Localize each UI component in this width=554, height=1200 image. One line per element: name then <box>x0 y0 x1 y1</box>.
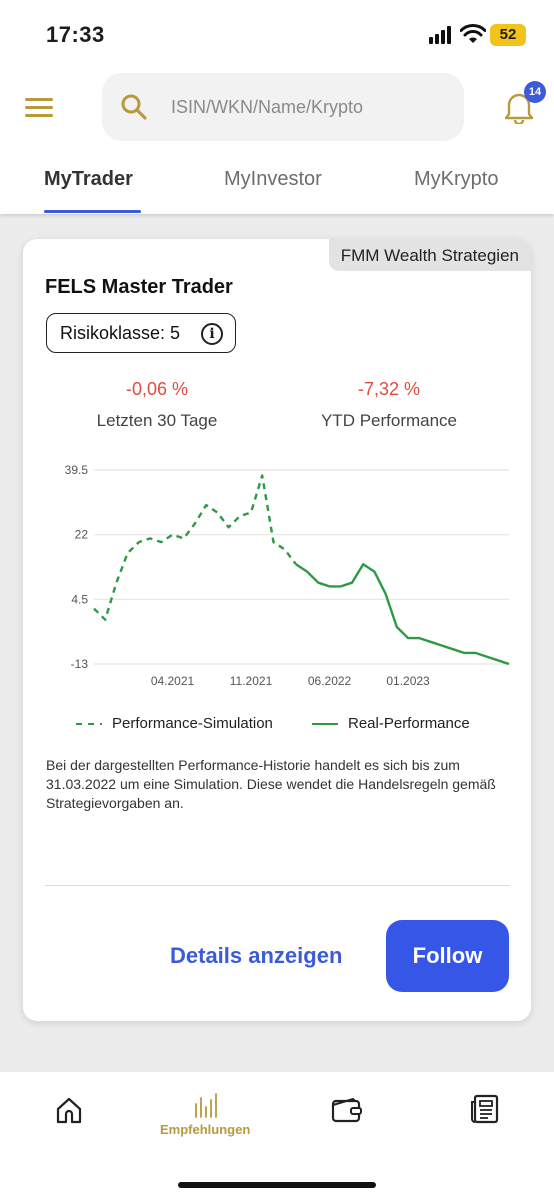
kpi-30-days-label: Letzten 30 Tage <box>96 411 218 430</box>
series-line-real <box>295 562 510 666</box>
cellular-signal-icon <box>429 26 455 44</box>
legend-simulation: Performance-Simulation <box>76 715 273 732</box>
y-tick-label: -13 <box>71 657 89 671</box>
search-bar[interactable]: ISIN/WKN/Name/Krypto <box>102 73 464 141</box>
bottom-navigation: Empfehlungen <box>0 1072 554 1200</box>
provider-badge: FMM Wealth Strategien <box>328 239 531 271</box>
search-input[interactable]: ISIN/WKN/Name/Krypto <box>171 97 364 117</box>
battery-indicator: 52 <box>490 24 526 46</box>
series-line-simulation <box>93 474 297 621</box>
kpi-ytd-label: YTD Performance <box>320 411 458 430</box>
top-bar: ISIN/WKN/Name/Krypto 14 <box>0 68 554 148</box>
kpi-ytd-value: -7,32 % <box>357 379 421 399</box>
tab-myinvestor[interactable]: MyInvestor <box>224 168 322 190</box>
nav-label-empfehlungen[interactable]: Empfehlungen <box>160 1122 251 1137</box>
details-button[interactable]: Details anzeigen <box>170 943 343 968</box>
dashed-line-swatch <box>76 723 102 726</box>
home-indicator <box>178 1182 376 1188</box>
kpi-ytd: -7,32 % YTD Performance <box>289 379 489 431</box>
solid-line-swatch <box>312 723 338 726</box>
legend-real: Real-Performance <box>312 715 470 732</box>
active-tab-indicator <box>44 210 141 213</box>
disclaimer-text: Bei der dargestellten Performance-Histor… <box>46 757 496 811</box>
home-icon[interactable] <box>55 1096 83 1124</box>
tab-mykrypto[interactable]: MyKrypto <box>414 168 499 190</box>
kpi-30-days-value: -0,06 % <box>125 379 189 399</box>
tab-mytrader[interactable]: MyTrader <box>44 168 133 190</box>
strategy-title: FELS Master Trader <box>45 276 233 298</box>
x-tick-label: 06.2022 <box>308 674 352 688</box>
chart-bars-icon[interactable] <box>193 1092 221 1118</box>
tab-bar: MyTrader MyInvestor MyKrypto <box>0 148 554 214</box>
x-tick-label: 11.2021 <box>230 674 273 688</box>
y-tick-label: 39.5 <box>65 463 89 477</box>
legend-real-label: Real-Performance <box>348 715 470 732</box>
news-icon[interactable] <box>470 1094 500 1124</box>
bell-icon[interactable] <box>503 90 535 124</box>
performance-chart: 39.5 22 4.5 -13 04.2021 11.2021 06.2022 01.2023 <box>65 463 510 688</box>
kpi-30-days: -0,06 % Letzten 30 Tage <box>57 379 257 431</box>
risk-class-label: Risikoklasse: 5 <box>60 323 181 343</box>
notification-badge: 14 <box>524 81 546 103</box>
status-bar: 17:33 52 <box>0 0 554 68</box>
divider <box>45 885 510 886</box>
info-icon[interactable]: i <box>201 323 223 345</box>
y-tick-label: 4.5 <box>71 592 88 606</box>
risk-class-badge: Risikoklasse: 5 i <box>46 313 236 353</box>
wallet-icon[interactable] <box>331 1097 363 1123</box>
search-icon <box>121 94 147 120</box>
strategy-card: FMM Wealth Strategien FELS Master Trader… <box>23 239 531 1021</box>
y-tick-label: 22 <box>75 528 89 542</box>
menu-icon[interactable] <box>25 98 53 118</box>
wifi-icon <box>460 24 486 43</box>
x-tick-label: 01.2023 <box>386 674 430 688</box>
status-time: 17:33 <box>46 22 105 47</box>
legend-simulation-label: Performance-Simulation <box>112 715 273 732</box>
follow-button[interactable]: Follow <box>386 920 509 992</box>
x-tick-label: 04.2021 <box>151 674 195 688</box>
